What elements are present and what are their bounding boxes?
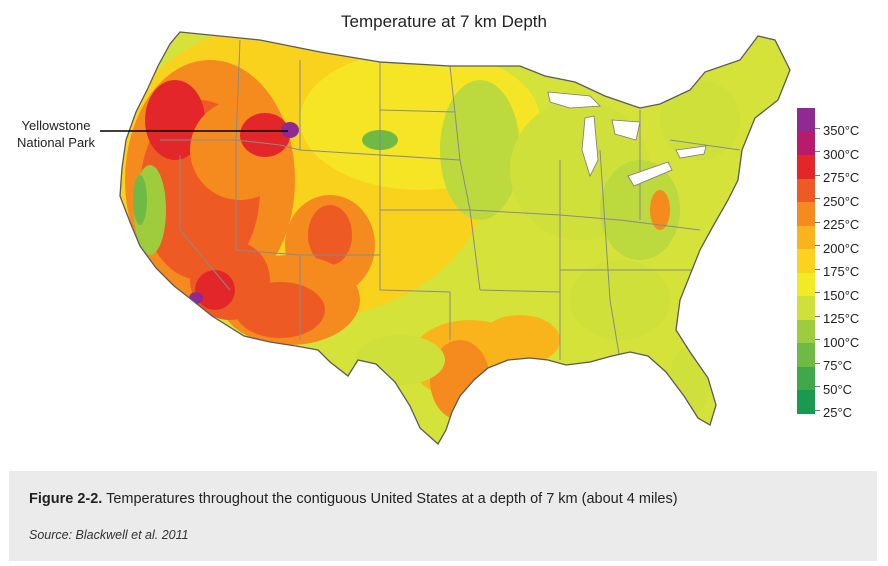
- caption-line: Figure 2-2. Temperatures throughout the …: [29, 491, 678, 507]
- legend-swatch: [797, 272, 815, 297]
- legend-label: 225°C: [823, 217, 860, 232]
- us-temperature-map: [100, 31, 791, 446]
- legend-swatch: [797, 225, 815, 250]
- legend-swatch: [797, 343, 815, 367]
- legend-tick: [815, 245, 820, 247]
- caption-text: Temperatures throughout the contiguous U…: [102, 491, 678, 507]
- legend-tick: [815, 127, 820, 129]
- legend-tick: [815, 339, 820, 341]
- legend-tick: [815, 221, 820, 223]
- legend-swatch: [797, 390, 815, 414]
- us-border: [119, 31, 791, 446]
- legend-swatch: [797, 202, 815, 226]
- legend-tick: [815, 151, 820, 153]
- legend-label: 50°C: [823, 381, 853, 397]
- legend-swatch: [797, 296, 815, 320]
- legend-tick: [815, 315, 820, 317]
- legend-label: 250°C: [823, 193, 860, 209]
- legend-tick: [815, 198, 820, 200]
- legend-swatch: [797, 178, 815, 203]
- yellowstone-label: Yellowstone National Park: [6, 117, 106, 151]
- yellowstone-label-line1: Yellowstone: [21, 118, 91, 133]
- legend-label: 75°C: [823, 358, 853, 373]
- legend-label: 300°C: [823, 146, 860, 162]
- legend-label: 275°C: [823, 170, 860, 185]
- legend-label: 100°C: [823, 334, 860, 350]
- legend-label: 25°C: [823, 405, 853, 420]
- legend-tick: [815, 268, 820, 270]
- legend-swatch: [797, 108, 815, 132]
- legend-tick: [815, 386, 820, 388]
- legend-tick: [815, 174, 820, 176]
- legend-label: 150°C: [823, 287, 860, 303]
- figure-label: Figure 2-2.: [29, 491, 103, 507]
- figure-caption: Figure 2-2. Temperatures throughout the …: [9, 471, 877, 561]
- map-area: [100, 31, 791, 446]
- legend-label: 350°C: [823, 123, 860, 138]
- legend-tick: [815, 409, 820, 411]
- legend-label: 125°C: [823, 311, 860, 326]
- legend-swatch: [797, 155, 815, 179]
- legend-tick: [815, 362, 820, 364]
- legend-color-bar: [797, 108, 815, 414]
- temperature-zones: [120, 32, 740, 420]
- legend-label: 175°C: [823, 264, 860, 279]
- legend-tick: [815, 292, 820, 294]
- source-note: Source: Blackwell et al. 2011: [29, 528, 189, 542]
- great-lakes: [547, 91, 707, 187]
- legend-label: 200°C: [823, 240, 860, 256]
- legend-swatch: [797, 319, 815, 344]
- yellowstone-label-line2: National Park: [16, 135, 96, 150]
- legend-swatch: [797, 131, 815, 156]
- legend-swatch: [797, 366, 815, 391]
- map-title: Temperature at 7 km Depth: [341, 12, 547, 31]
- legend-swatch: [797, 249, 815, 273]
- state-borders: [160, 39, 741, 361]
